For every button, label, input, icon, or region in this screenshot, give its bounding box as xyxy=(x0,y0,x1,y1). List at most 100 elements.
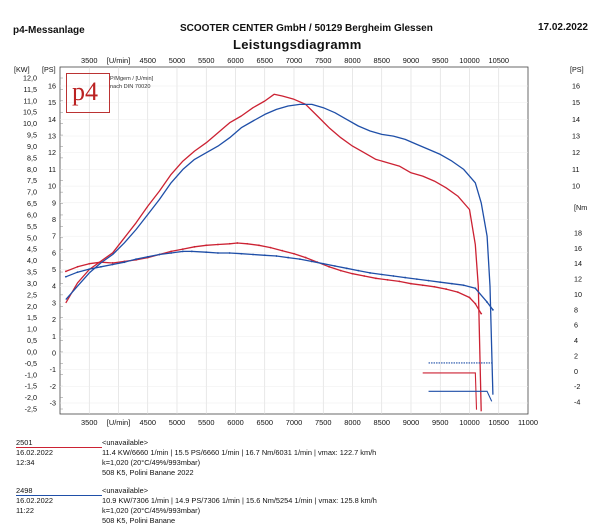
right-nm-tick-label: 10 xyxy=(574,290,582,299)
kw-tick-label: 8,0 xyxy=(27,165,37,174)
kw-tick-label: -1,0 xyxy=(25,370,37,379)
series-point-1 xyxy=(170,250,173,253)
series-point-1 xyxy=(468,296,471,299)
x-tick-label-top: 7500 xyxy=(315,56,331,65)
chart-title: Leistungsdiagramm xyxy=(233,37,362,52)
legend-line-2: nach DIN 70020 xyxy=(110,84,151,90)
kw-tick-label: 2,0 xyxy=(27,302,37,311)
series-point-1 xyxy=(217,243,219,246)
series-point-1 xyxy=(193,245,196,248)
series-point-1 xyxy=(398,280,401,283)
series-point-3 xyxy=(240,252,243,255)
series-point-3 xyxy=(158,253,161,256)
series-point-3 xyxy=(263,254,266,257)
series-point-1 xyxy=(111,262,114,264)
record-correction: k=1,020 (20°C/45%/993mbar) xyxy=(102,506,201,515)
ps-tick-label: 7 xyxy=(52,232,56,241)
x-tick-label-bottom: 9500 xyxy=(432,418,448,427)
x-tick-label-bottom: 5000 xyxy=(169,418,185,427)
series-line-1 xyxy=(65,242,482,315)
x-tick-label-top: 5500 xyxy=(198,56,214,65)
x-tick-label-bottom: 7500 xyxy=(315,418,331,427)
ps-tick-label: 0 xyxy=(52,348,56,357)
ps-tick-label: 14 xyxy=(48,115,56,124)
ps-tick-label: 16 xyxy=(48,82,56,91)
series-point-3 xyxy=(369,272,371,274)
records-footer: 2501 16.02.2022 12:34 <unavailable> 11.4… xyxy=(0,432,600,527)
x-tick-label-bottom: 8500 xyxy=(374,418,390,427)
record-correction: k=1,020 (20°C/49%/993mbar) xyxy=(102,458,201,467)
right-ps-tick-label: 16 xyxy=(572,82,580,91)
x-tick-label-top: 9500 xyxy=(432,56,448,65)
record-results: 11.4 KW/6660 1/min | 15.5 PS/6660 1/min … xyxy=(102,448,377,457)
series-point-3 xyxy=(357,269,360,272)
record-color-line xyxy=(16,447,102,448)
kw-tick-label: 10,0 xyxy=(23,119,37,128)
kw-tick-label: 11,0 xyxy=(24,96,37,105)
right-nm-tick-label: 2 xyxy=(574,351,578,360)
right-nm-tick-label: 18 xyxy=(574,229,582,238)
kw-tick-label: 9,0 xyxy=(27,142,37,151)
ps-tick-label: 1 xyxy=(52,332,56,341)
ps-tick-label: -3 xyxy=(50,399,56,408)
series-line-3 xyxy=(65,250,494,311)
legend-text: P/Mgem / [U/min] nach DIN 70020 xyxy=(110,75,153,91)
ps-tick-label: -1 xyxy=(50,365,56,374)
series-point-1 xyxy=(445,288,447,290)
device-name: p4-Messanlage xyxy=(13,25,85,36)
kw-tick-label: -1,5 xyxy=(25,382,37,391)
kw-tick-label: 4,0 xyxy=(27,256,37,265)
series-point-1 xyxy=(228,242,231,245)
right-nm-tick-label: 16 xyxy=(574,244,582,253)
ps-tick-label: 13 xyxy=(48,132,56,141)
decel-line-blue-low xyxy=(428,390,493,402)
right-nm-tick-label: 8 xyxy=(574,305,578,314)
ps-tick-label: 2 xyxy=(52,315,56,324)
series-point-3 xyxy=(252,253,254,256)
series-point-3 xyxy=(205,251,208,254)
kw-tick-label: 11,5 xyxy=(24,85,37,94)
ps-tick-label: 6 xyxy=(52,248,56,257)
series-point-3 xyxy=(427,279,430,282)
record-color-line xyxy=(16,495,102,496)
series-point-3 xyxy=(217,252,219,254)
series-point-1 xyxy=(433,285,436,288)
x-tick-label-bottom: 5500 xyxy=(198,418,214,427)
right-ps-tick-label: 13 xyxy=(572,132,580,141)
series-point-3 xyxy=(298,258,301,261)
kw-tick-label: -2,5 xyxy=(25,405,37,414)
series-point-3 xyxy=(135,258,137,261)
x-tick-label-bottom: 4500 xyxy=(140,418,156,427)
series-line-2 xyxy=(65,103,494,395)
series-point-3 xyxy=(310,260,313,263)
record-results: 10.9 KW/7306 1/min | 14.9 PS/7306 1/min … xyxy=(102,496,377,505)
x-tick-label-top: 7000 xyxy=(286,56,302,65)
right-nm-tick-label: 12 xyxy=(574,275,582,284)
x-tick-label-bottom: 10000 xyxy=(459,418,480,427)
series-point-3 xyxy=(462,284,465,287)
series-point-3 xyxy=(228,252,231,254)
x-tick-label-top: 3500 xyxy=(81,56,97,65)
series-point-1 xyxy=(474,302,477,305)
series-point-3 xyxy=(100,265,102,268)
decel-line-red xyxy=(422,372,478,410)
record-config: 508 K5, Polini Banane xyxy=(102,516,176,525)
series-point-1 xyxy=(281,249,284,252)
series-point-1 xyxy=(386,278,389,281)
series-point-3 xyxy=(492,308,494,311)
kw-tick-label: 12,0 xyxy=(23,74,37,83)
kw-tick-label: 0,5 xyxy=(27,336,37,345)
legend-line-1: P/Mgem / [U/min] xyxy=(110,76,154,82)
series-point-3 xyxy=(392,275,395,277)
series-point-1 xyxy=(64,270,67,273)
kw-tick-label: 3,5 xyxy=(27,268,37,277)
right-ps-tick-label: 12 xyxy=(572,148,580,157)
right-nm-axis-label: [Nm xyxy=(574,203,587,212)
x-tick-label-top: 6000 xyxy=(227,56,243,65)
right-ps-tick-label: 11 xyxy=(572,165,579,174)
kw-tick-label: 3,0 xyxy=(27,279,37,288)
series-point-3 xyxy=(111,263,114,266)
series-point-1 xyxy=(269,246,272,249)
x-tick-label-bottom: 8000 xyxy=(344,418,360,427)
kw-tick-label: 8,5 xyxy=(27,153,37,162)
